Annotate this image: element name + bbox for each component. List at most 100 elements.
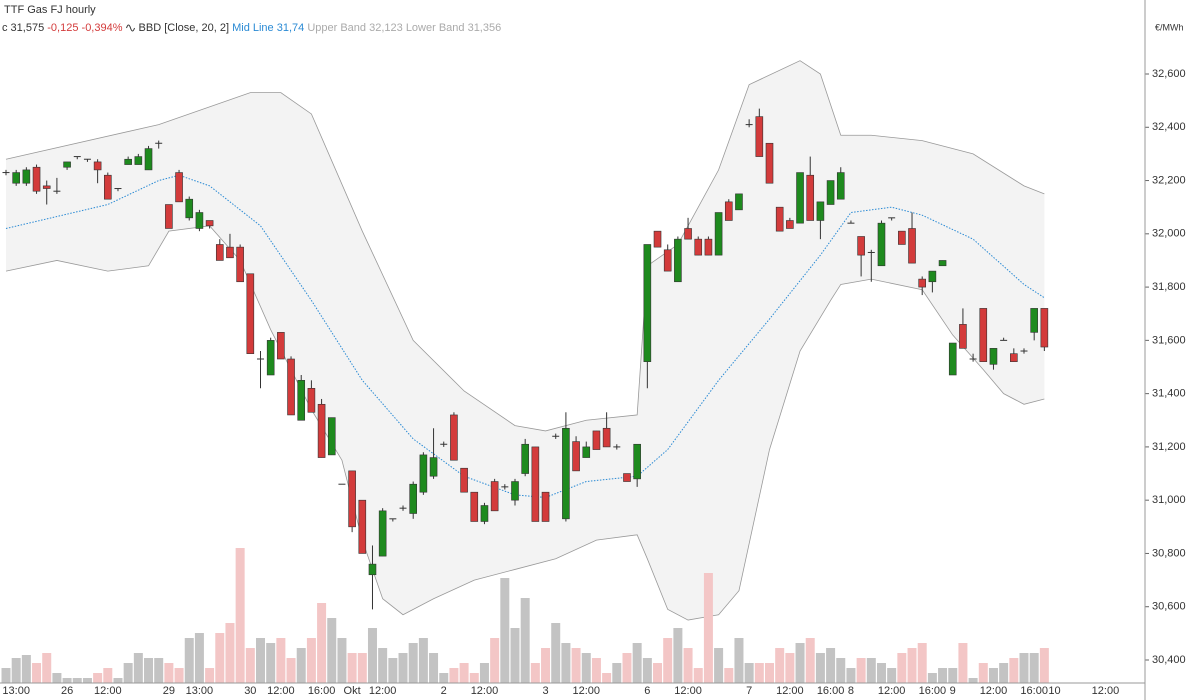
volume-bar bbox=[378, 648, 388, 683]
candle-body bbox=[266, 340, 275, 376]
y-tick-label: 31,200 bbox=[1152, 441, 1186, 453]
x-tick-label: 13:00 bbox=[2, 685, 30, 697]
candle-body bbox=[898, 230, 906, 245]
volume-bar bbox=[765, 663, 774, 683]
volume-bar bbox=[154, 658, 164, 683]
volume-bar bbox=[530, 663, 540, 683]
candle-body bbox=[429, 457, 438, 477]
volume-bar bbox=[988, 668, 998, 683]
x-tick-label: 16:00 bbox=[1020, 685, 1048, 697]
volume-bar bbox=[887, 668, 897, 683]
x-tick-label: 13:00 bbox=[186, 685, 214, 697]
volume-bar bbox=[469, 673, 479, 683]
volume-bar bbox=[357, 653, 367, 683]
volume-bar bbox=[296, 648, 306, 683]
volume-bar bbox=[581, 653, 591, 683]
volume-bar bbox=[184, 638, 194, 683]
volume-bar bbox=[673, 628, 683, 683]
last: c 31,575 bbox=[2, 22, 44, 34]
candle-body bbox=[195, 212, 204, 229]
volume-bar bbox=[194, 633, 204, 683]
candle-body bbox=[327, 417, 336, 456]
band-fill bbox=[6, 60, 1045, 621]
candle-body bbox=[796, 172, 804, 224]
volume-bar bbox=[164, 663, 174, 683]
volume-bar bbox=[795, 643, 805, 683]
indicator-params: [Close, 20, 2] bbox=[164, 22, 229, 34]
x-tick-label: 8 bbox=[848, 685, 854, 697]
volume-bar bbox=[276, 638, 286, 683]
volume-bar bbox=[225, 623, 235, 683]
candle-body bbox=[928, 270, 937, 283]
volume-bar bbox=[52, 673, 62, 683]
volume-bar bbox=[347, 653, 357, 683]
volume-bar bbox=[510, 628, 520, 683]
candle-body bbox=[521, 443, 529, 474]
candle-body bbox=[948, 342, 957, 376]
candle-body bbox=[42, 185, 51, 189]
candle-body bbox=[63, 161, 71, 168]
volume-bar bbox=[367, 628, 377, 683]
candle-body bbox=[592, 430, 601, 450]
volume-bar bbox=[591, 658, 601, 683]
volume-layer bbox=[1, 548, 1049, 683]
x-tick-label: 12:00 bbox=[267, 685, 295, 697]
indicator-icon bbox=[126, 24, 135, 32]
candle-body bbox=[32, 166, 41, 192]
volume-bar bbox=[337, 638, 347, 683]
candle-body bbox=[786, 220, 794, 229]
volume-bar bbox=[11, 658, 21, 683]
candle-body bbox=[124, 158, 132, 165]
volume-bar bbox=[541, 648, 551, 683]
candle-body bbox=[378, 510, 387, 557]
candle-body bbox=[287, 358, 295, 416]
volume-bar bbox=[622, 653, 632, 683]
volume-bar bbox=[72, 678, 82, 683]
candle-body bbox=[1010, 353, 1018, 362]
x-tick-label: 12:00 bbox=[369, 685, 397, 697]
x-tick-label: 12:00 bbox=[1092, 685, 1120, 697]
volume-bar bbox=[917, 643, 927, 683]
axis-layer: 30,400 30,600 30,800 31,000 31,200 31,400 31,6… bbox=[2, 68, 1185, 697]
candle-body bbox=[806, 174, 815, 221]
volume-bar bbox=[602, 673, 612, 683]
volume-bar bbox=[948, 668, 958, 683]
volume-bar bbox=[775, 648, 785, 683]
y-tick-label: 32,600 bbox=[1152, 68, 1186, 80]
y-tick-label: 31,800 bbox=[1152, 281, 1186, 293]
x-tick-label: 3 bbox=[542, 685, 548, 697]
volume-bar bbox=[846, 668, 856, 683]
volume-bar bbox=[174, 668, 184, 683]
candle-body bbox=[297, 380, 306, 421]
candle-body bbox=[704, 238, 713, 256]
volume-bar bbox=[490, 638, 500, 683]
volume-bar bbox=[1029, 653, 1039, 683]
x-tick-label: 10 bbox=[1048, 685, 1060, 697]
volume-bar bbox=[958, 643, 968, 683]
upper-band bbox=[5, 60, 1045, 432]
candle-body bbox=[185, 198, 194, 219]
volume-bar bbox=[449, 668, 459, 683]
candle-body bbox=[144, 148, 153, 171]
candle-body bbox=[918, 278, 927, 288]
candle-body bbox=[480, 505, 489, 522]
candle-body bbox=[684, 228, 692, 240]
change: -0,125 bbox=[47, 22, 78, 34]
candle-body bbox=[602, 427, 611, 448]
candle-body bbox=[511, 481, 519, 501]
candle-body bbox=[246, 273, 255, 354]
candle-body bbox=[531, 446, 540, 522]
candle-body bbox=[205, 220, 214, 227]
candle-body bbox=[541, 491, 550, 522]
volume-bar bbox=[418, 638, 428, 683]
x-tick-label: 12:00 bbox=[776, 685, 804, 697]
volume-bar bbox=[642, 658, 652, 683]
mid-label: Mid Line 31,74 bbox=[232, 22, 304, 34]
candle-body bbox=[989, 348, 998, 365]
volume-bar bbox=[938, 668, 948, 683]
volume-bar bbox=[82, 678, 92, 683]
volume-bar bbox=[235, 548, 245, 683]
candle-body bbox=[450, 414, 458, 461]
volume-bar bbox=[42, 653, 52, 683]
